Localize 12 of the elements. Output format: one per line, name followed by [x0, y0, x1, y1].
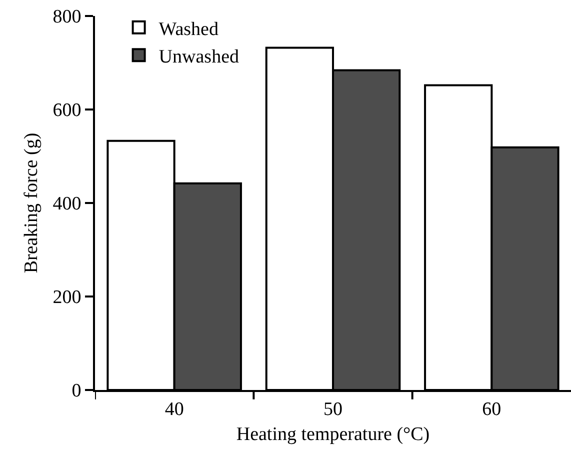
y-tick-label: 400 — [52, 194, 82, 215]
x-tick-label: 60 — [482, 398, 502, 420]
y-tick-label: 600 — [52, 100, 82, 122]
y-tick-label: 0 — [72, 380, 82, 402]
x-axis-title: Heating temperature (°C) — [236, 424, 430, 446]
y-tick-label: 800 — [52, 6, 82, 28]
x-tick-label: 50 — [324, 398, 342, 420]
legend-label: Washed — [158, 18, 219, 40]
legend-label: Unwashed — [158, 46, 240, 68]
y-tick-label: 200 — [52, 287, 82, 308]
y-axis-title: Breaking force (g) — [21, 132, 42, 274]
x-tick-label: 40 — [164, 398, 184, 420]
